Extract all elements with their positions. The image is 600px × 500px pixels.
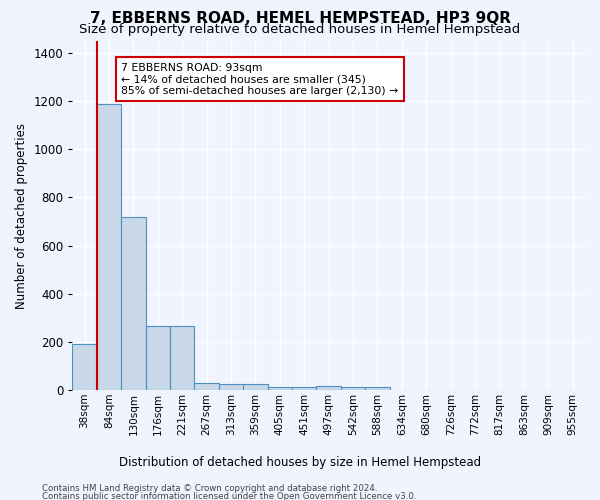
- Bar: [146, 326, 170, 390]
- Bar: [219, 384, 243, 390]
- Bar: [121, 217, 146, 390]
- Bar: [73, 344, 97, 390]
- Text: Distribution of detached houses by size in Hemel Hempstead: Distribution of detached houses by size …: [119, 456, 481, 469]
- Bar: [316, 386, 341, 390]
- Y-axis label: Number of detached properties: Number of detached properties: [15, 122, 28, 308]
- Bar: [268, 387, 292, 390]
- Text: Contains HM Land Registry data © Crown copyright and database right 2024.: Contains HM Land Registry data © Crown c…: [42, 484, 377, 493]
- Bar: [365, 387, 389, 390]
- Bar: [341, 387, 365, 390]
- Text: Size of property relative to detached houses in Hemel Hempstead: Size of property relative to detached ho…: [79, 22, 521, 36]
- Bar: [292, 387, 316, 390]
- Text: 7 EBBERNS ROAD: 93sqm
← 14% of detached houses are smaller (345)
85% of semi-det: 7 EBBERNS ROAD: 93sqm ← 14% of detached …: [121, 62, 398, 96]
- Bar: [243, 384, 268, 390]
- Bar: [97, 104, 121, 390]
- Text: 7, EBBERNS ROAD, HEMEL HEMPSTEAD, HP3 9QR: 7, EBBERNS ROAD, HEMEL HEMPSTEAD, HP3 9Q…: [89, 11, 511, 26]
- Bar: [170, 326, 194, 390]
- Text: Contains public sector information licensed under the Open Government Licence v3: Contains public sector information licen…: [42, 492, 416, 500]
- Bar: [194, 383, 219, 390]
